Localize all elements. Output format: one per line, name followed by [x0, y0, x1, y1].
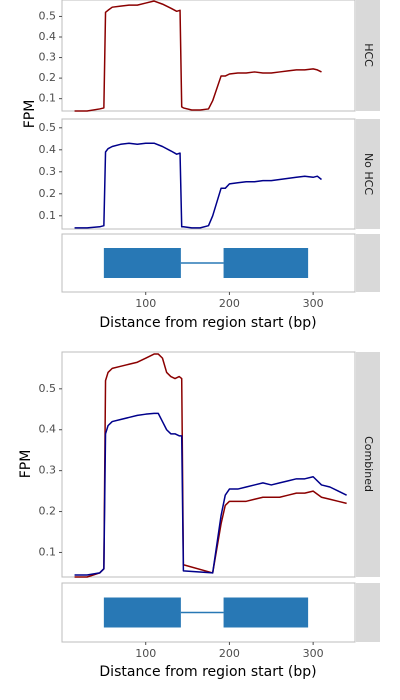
gene-top-exon-2	[223, 248, 309, 278]
panel-hcc-frame	[61, 0, 356, 112]
no-hcc-ytick-label-4: 0.5	[39, 121, 57, 134]
series-line-hcc	[74, 0, 322, 112]
x-axis-title-top: Distance from region start (bp)	[99, 315, 316, 331]
strip-hcc	[356, 0, 380, 111]
no-hcc-ytick-label-0: 0.1	[39, 209, 57, 222]
combined-ytick-label-2: 0.3	[39, 464, 57, 477]
combined-ytick-label-1: 0.2	[39, 505, 57, 518]
panel-no-hcc-frame	[61, 118, 356, 230]
gene-model-top-strip	[356, 234, 380, 292]
strip-label-hcc: HCC	[362, 43, 375, 67]
x-axis-title-bottom: Distance from region start (bp)	[99, 664, 316, 680]
gene-top-exon-1	[103, 248, 181, 278]
gene-bottom-xtick-label-1: 200	[219, 647, 240, 660]
y-axis-title-top: FPM	[22, 100, 38, 129]
gene-model-bottom-strip	[356, 583, 380, 642]
hcc-ytick-label-2: 0.3	[39, 51, 57, 64]
panel-combined: Combined 0.1 0.2 0.3 0.4 0.5	[39, 351, 380, 578]
gene-bottom-xtick-label-0: 100	[135, 647, 156, 660]
combined-ytick-label-0: 0.1	[39, 545, 57, 558]
x-axis-bottom: 100 200 300	[135, 642, 324, 660]
y-axis-hcc: 0.1 0.2 0.3 0.4 0.5	[39, 9, 62, 105]
gene-model-bottom: 100 200 300	[61, 582, 380, 660]
gene-bottom-exon-2	[223, 597, 309, 628]
gene-bottom-exon-1	[103, 597, 181, 628]
hcc-ytick-label-4: 0.5	[39, 9, 57, 22]
no-hcc-ytick-label-1: 0.2	[39, 187, 57, 200]
gene-top-xtick-label-0: 100	[135, 297, 156, 310]
y-axis-title-bottom: FPM	[18, 450, 34, 479]
panel-no-hcc: No HCC 0.1 0.2 0.3 0.4 0.5	[39, 118, 380, 230]
gene-model-top: 100 200 300	[61, 233, 380, 310]
combined-ytick-label-4: 0.5	[39, 382, 57, 395]
hcc-ytick-label-3: 0.4	[39, 30, 57, 43]
hcc-ytick-label-1: 0.2	[39, 71, 57, 84]
x-axis-top: 100 200 300	[135, 292, 324, 310]
no-hcc-ytick-label-2: 0.3	[39, 165, 57, 178]
strip-combined	[356, 352, 380, 577]
series-line-no-hcc	[74, 142, 322, 229]
no-hcc-ytick-label-3: 0.4	[39, 143, 57, 156]
panel-combined-frame	[61, 351, 356, 578]
strip-no-hcc	[356, 119, 380, 229]
gene-top-xtick-label-2: 300	[303, 297, 324, 310]
series-line-combined-no-hcc	[74, 412, 347, 576]
y-axis-combined: 0.1 0.2 0.3 0.4 0.5	[39, 382, 62, 558]
y-axis-no-hcc: 0.1 0.2 0.3 0.4 0.5	[39, 121, 62, 222]
combined-ytick-label-3: 0.4	[39, 423, 57, 436]
strip-label-no-hcc: No HCC	[362, 153, 375, 195]
panel-hcc: HCC 0.1 0.2 0.3 0.4 0.5	[39, 0, 380, 112]
hcc-ytick-label-0: 0.1	[39, 92, 57, 105]
strip-label-combined: Combined	[362, 436, 375, 492]
gene-top-xtick-label-1: 200	[219, 297, 240, 310]
gene-bottom-xtick-label-2: 300	[303, 647, 324, 660]
